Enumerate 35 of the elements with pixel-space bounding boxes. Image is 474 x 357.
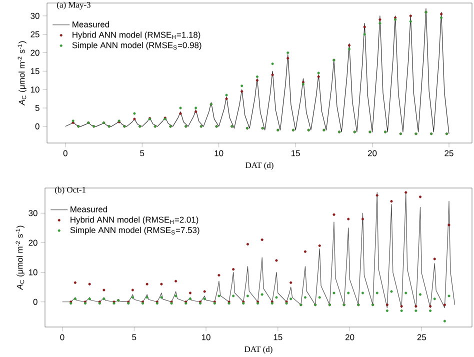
y-tick-label: 10 — [30, 86, 40, 93]
chart-title: (a) May-3 — [57, 2, 90, 10]
y-tick-label: 20 — [30, 50, 40, 56]
y-tick-label: 30 — [30, 12, 40, 19]
x-tick-label: 10 — [202, 334, 210, 340]
x-tick-label: 15 — [274, 334, 282, 340]
legend-label: Simple ANN model (RMSE$_{S}$=0.98) — [72, 42, 202, 50]
x-tick-label: 20 — [346, 334, 354, 340]
x-tick-label: 25 — [417, 334, 426, 340]
y-axis-title: A$_{C}$ (μmol m$^{-2}$ s$^{-1}$) — [18, 41, 26, 106]
x-tick-label: 5 — [140, 150, 144, 156]
y-tick-label: 0 — [33, 298, 38, 305]
x-tick-label: 0 — [60, 334, 64, 340]
legend-label: Hybrid ANN model (RMSE$_{H}$=2.01) — [70, 216, 198, 224]
y-tick-label: 30 — [28, 210, 38, 216]
y-tick-label: 0 — [35, 123, 40, 130]
x-tick-label: 15 — [291, 150, 300, 156]
x-tick-label: 5 — [132, 334, 136, 340]
y-axis-title: A$_{C}$ (μmol m$^{-2}$ s$^{-1}$) — [16, 226, 24, 290]
x-tick-label: 25 — [444, 150, 454, 156]
legend-label: Hybrid ANN model (RMSE$_{H}$=1.18) — [72, 32, 200, 40]
y-tick-label: 5 — [35, 105, 40, 111]
legend-label: Measured — [70, 206, 108, 212]
chart-title: (b) Oct-1 — [55, 186, 86, 194]
y-tick-label: 15 — [30, 68, 40, 74]
x-tick-label: 0 — [63, 150, 68, 156]
legend-label: Measured — [72, 21, 110, 28]
legend-label: Simple ANN model (RMSE$_{S}$=7.53) — [70, 226, 200, 235]
y-tick-label: 20 — [28, 240, 38, 246]
x-axis-title: DAT (d) — [246, 162, 274, 170]
y-tick-label: 25 — [30, 31, 40, 38]
x-tick-label: 10 — [214, 150, 224, 156]
x-axis-title: DAT (d) — [244, 346, 272, 354]
y-tick-label: 10 — [28, 269, 38, 276]
x-tick-label: 20 — [368, 150, 377, 156]
